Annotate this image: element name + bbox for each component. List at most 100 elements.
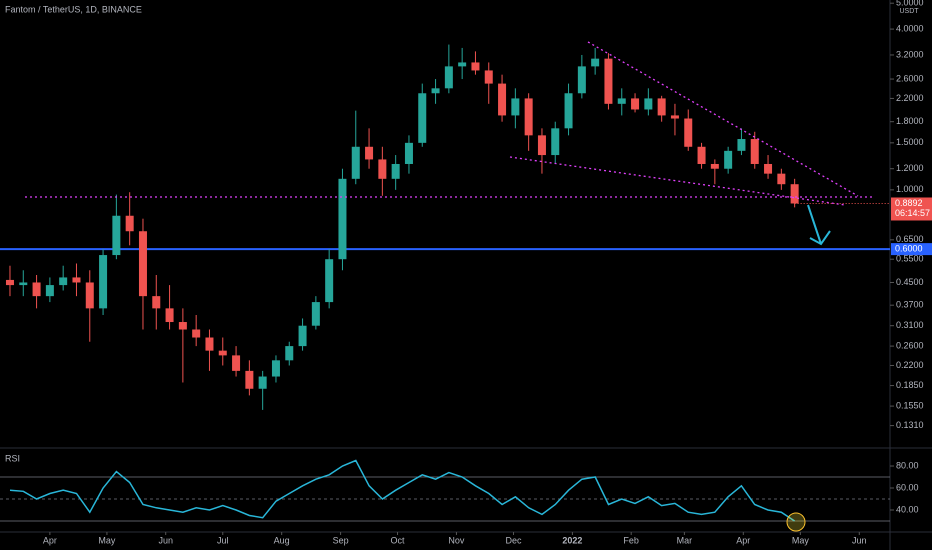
y-tick-label: 0.2200 [896, 360, 924, 370]
candle-body [724, 150, 733, 169]
candle-body [524, 98, 533, 136]
y-tick-label: 1.0000 [896, 184, 924, 194]
candle-body [205, 337, 214, 351]
x-tick-label: Feb [623, 535, 639, 545]
candle-body [338, 178, 347, 260]
candle-body [750, 139, 759, 164]
chart-title: Fantom / TetherUS, 1D, BINANCE [5, 4, 142, 14]
candle-body [258, 376, 267, 389]
x-tick-label: Nov [448, 535, 465, 545]
candle-body [19, 282, 28, 286]
candle-body [45, 285, 54, 297]
x-tick-label: Apr [736, 535, 750, 545]
axis-unit: USDT [899, 8, 919, 15]
candle-body [697, 146, 706, 164]
candle-body [59, 277, 68, 286]
candle-body [138, 231, 147, 297]
last-price-label: 0.8892 [895, 198, 923, 208]
candle-body [577, 66, 586, 94]
candle-body [431, 88, 440, 94]
candle-body [245, 370, 254, 389]
candle-body [311, 302, 320, 326]
candle-body [99, 255, 108, 309]
countdown: 06:14:57 [895, 208, 930, 218]
x-tick-label: Oct [391, 535, 406, 545]
candle-body [471, 62, 480, 71]
y-tick-label: 80.00 [896, 460, 919, 470]
y-tick-label: 0.6500 [896, 234, 924, 244]
x-tick-label: Jul [217, 535, 229, 545]
rsi-highlight [786, 512, 806, 532]
candle-body [85, 282, 94, 309]
level-label: 0.6000 [895, 243, 923, 253]
candle-body [537, 135, 546, 156]
x-tick-label: Sep [333, 535, 349, 545]
rsi-title: RSI [5, 453, 20, 463]
candle-body [378, 159, 387, 179]
candle-body [192, 329, 201, 338]
candle-body [444, 66, 453, 89]
y-tick-label: 0.3100 [896, 320, 924, 330]
y-tick-label: 40.00 [896, 504, 919, 514]
candle-body [564, 93, 573, 129]
y-tick-label: 0.3700 [896, 300, 924, 310]
candle-body [178, 322, 187, 330]
x-tick-label: May [98, 535, 116, 545]
x-tick-label: 2022 [562, 535, 582, 545]
candle-body [670, 115, 679, 119]
candle-body [617, 98, 626, 104]
x-tick-label: Dec [505, 535, 522, 545]
level-tag [891, 243, 932, 256]
y-tick-label: 0.1550 [896, 400, 924, 410]
lower-trend-line [509, 156, 846, 206]
candle-body [404, 142, 413, 164]
x-tick-label: Apr [43, 535, 57, 545]
x-tick-label: Jun [852, 535, 867, 545]
candle-body [112, 215, 121, 256]
candle-body [591, 58, 600, 67]
plot [0, 44, 890, 522]
candle-body [458, 62, 467, 67]
candle-body [484, 70, 493, 84]
candle-body [684, 118, 693, 147]
y-tick-label: 4.0000 [896, 23, 924, 33]
candle-body [631, 98, 640, 110]
candle-body [710, 163, 719, 169]
candle-body [604, 58, 613, 104]
candle-body [72, 277, 81, 283]
candle-body [32, 282, 41, 297]
y-tick-label: 2.2000 [896, 93, 924, 103]
y-tick-label: 0.1310 [896, 420, 924, 430]
rsi-line [9, 459, 796, 522]
x-tick-label: May [792, 535, 810, 545]
candle-body [790, 184, 799, 204]
candle-body [125, 215, 134, 232]
candle-body [285, 346, 294, 361]
candle-body [551, 128, 560, 156]
candle-body [165, 308, 174, 323]
candle-body [271, 360, 280, 377]
y-tick-label: 0.1850 [896, 380, 924, 390]
candle-body [657, 98, 666, 116]
candle-body [351, 146, 360, 179]
y-tick-label: 1.5000 [896, 137, 924, 147]
candle-body [737, 139, 746, 151]
x-tick-label: Aug [274, 535, 290, 545]
candle-body [298, 325, 307, 347]
y-tick-label: 1.2000 [896, 163, 924, 173]
candle-body [365, 146, 374, 160]
x-tick-label: Jun [158, 535, 173, 545]
x-tick-label: Mar [677, 535, 693, 545]
candle-body [777, 173, 786, 185]
last-price-tag [891, 197, 932, 221]
candle-body [511, 98, 520, 116]
y-tick-label: 3.2000 [896, 49, 924, 59]
candle-body [418, 93, 427, 143]
y-tick-label: 0.5500 [896, 254, 924, 264]
y-tick-label: 60.00 [896, 482, 919, 492]
y-tick-label: 0.2600 [896, 340, 924, 350]
y-tick-label: 2.6000 [896, 73, 924, 83]
y-tick-label: 0.4500 [896, 277, 924, 287]
